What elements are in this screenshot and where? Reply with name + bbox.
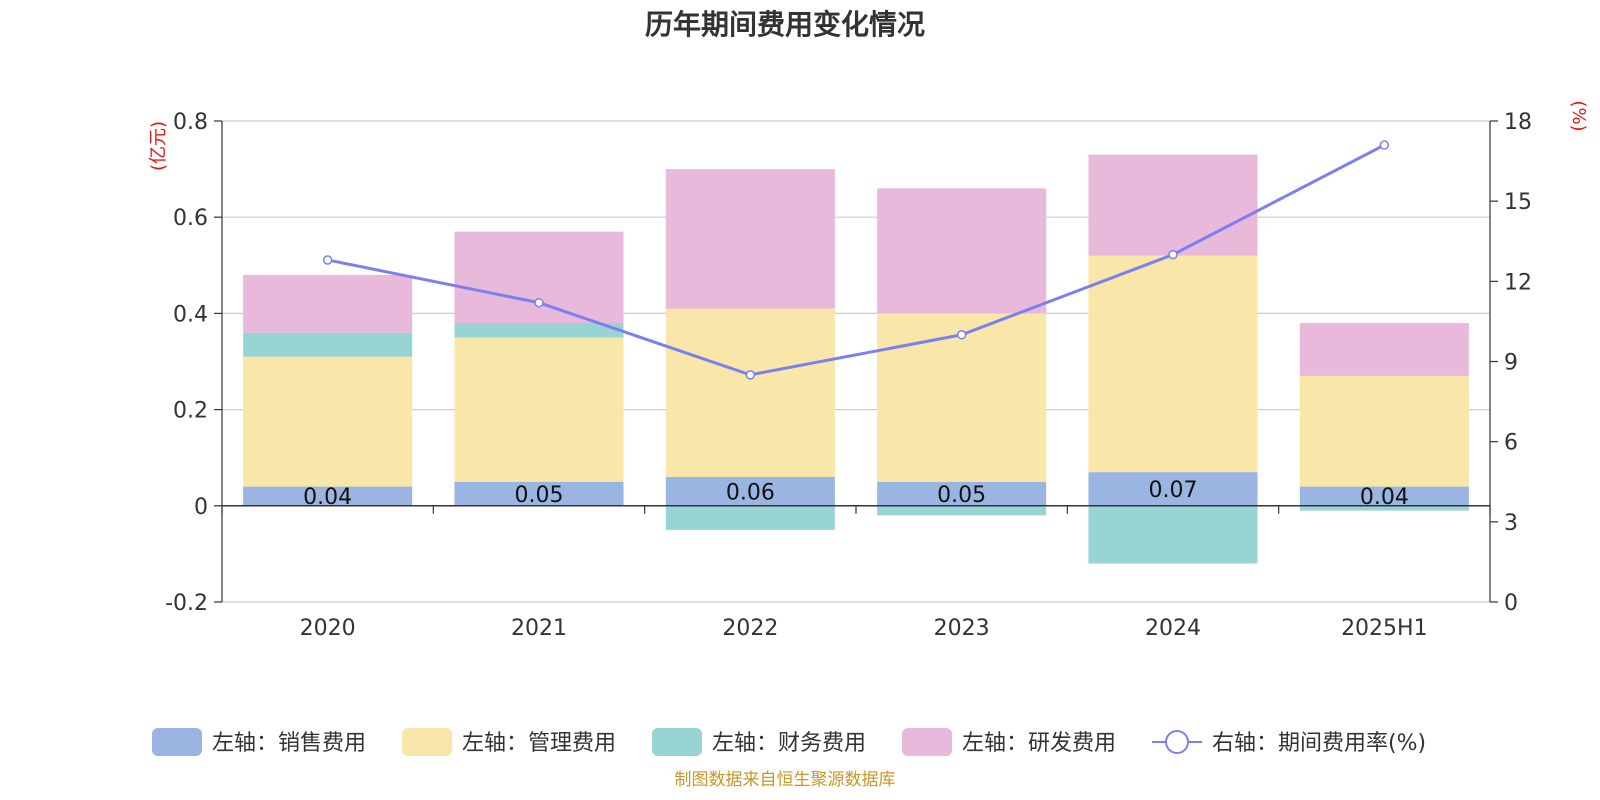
- bar-value-label: 0.04: [1360, 485, 1409, 510]
- bar-segment: [665, 476, 835, 506]
- bar-segment: [1299, 375, 1469, 487]
- left-axis-tick-label: -0.2: [165, 591, 208, 616]
- bar-segment: [1088, 154, 1258, 256]
- left-axis-tick-label: 0.6: [173, 206, 208, 231]
- legend-swatch: [902, 728, 952, 756]
- left-axis-tick-label: 0.4: [173, 302, 208, 327]
- chart-title: 历年期间费用变化情况: [645, 8, 925, 41]
- rate-point: [322, 255, 333, 265]
- x-axis-tick-label: 2021: [511, 616, 567, 641]
- bar-segment: [665, 505, 835, 530]
- bar-segment: [877, 313, 1047, 482]
- legend-label: 左轴：财务费用: [712, 731, 866, 756]
- bar-segment: [665, 308, 835, 477]
- legend-label: 左轴：研发费用: [962, 731, 1116, 756]
- rate-point: [956, 330, 967, 340]
- bar-value-label: 0.06: [726, 480, 775, 505]
- bar-segment: [1088, 505, 1258, 564]
- x-axis-tick-label: 2022: [722, 616, 778, 641]
- rate-point: [534, 297, 544, 308]
- legend-swatch: [402, 728, 452, 756]
- bar-segment: [243, 332, 413, 357]
- bar-labels: 0.04 0.05 0.06 0.05 0.07 0.04: [303, 478, 1409, 510]
- right-axis-tick-label: 0: [1504, 591, 1518, 616]
- bar-segment: [243, 356, 413, 487]
- bar-segment: [877, 505, 1047, 516]
- x-axis-tick-label: 2024: [1145, 616, 1201, 641]
- x-axis-tick-label: 2025H1: [1341, 616, 1428, 641]
- bar-segment: [454, 323, 624, 338]
- right-axis-tick-label: 12: [1504, 270, 1532, 295]
- legend: 左轴：销售费用 左轴：管理费用 左轴：财务费用 左轴：研发费用 右轴：期间费用率(%): [152, 728, 1426, 756]
- source-note: 制图数据来自恒生聚源数据库: [675, 770, 896, 790]
- bar-segment: [665, 169, 835, 309]
- bar-segment: [1088, 472, 1258, 506]
- rate-line-series: [322, 140, 1390, 380]
- rate-line: [327, 143, 1386, 377]
- bar-segment: [454, 481, 624, 506]
- bar-segment: [877, 188, 1047, 314]
- rate-point: [1168, 249, 1178, 260]
- right-axis-tick-label: 6: [1504, 431, 1518, 456]
- legend-label: 右轴：期间费用率(%): [1212, 731, 1426, 756]
- legend-swatch: [152, 728, 202, 756]
- rate-point: [745, 370, 756, 380]
- rate-point: [1379, 140, 1390, 150]
- right-axis-tick-label: 18: [1504, 110, 1532, 135]
- bar-segment: [1299, 486, 1469, 506]
- grid-lines: [222, 120, 1490, 603]
- legend-marker: [1165, 730, 1189, 754]
- bar-segment: [877, 481, 1047, 506]
- left-axis-tick-label: 0.2: [173, 399, 208, 424]
- right-axis-tick-label: 3: [1504, 511, 1518, 536]
- legend-label: 左轴：管理费用: [462, 731, 616, 756]
- left-axis-tick-label: 0.8: [173, 110, 208, 135]
- bar-value-label: 0.07: [1149, 478, 1198, 503]
- left-axis-tick-label: 0: [194, 495, 208, 520]
- right-axis-tick-label: 9: [1504, 351, 1518, 376]
- bar-value-label: 0.05: [937, 483, 986, 508]
- right-axis-tick-label: 15: [1504, 190, 1532, 215]
- bar-segment: [1299, 505, 1469, 511]
- bar-value-label: 0.04: [303, 485, 352, 510]
- bar-value-label: 0.05: [515, 483, 564, 508]
- bar-segment: [243, 486, 413, 506]
- legend-label: 左轴：销售费用: [212, 731, 366, 756]
- x-axis-tick-label: 2023: [934, 616, 990, 641]
- x-axis-tick-label: 2020: [300, 616, 356, 641]
- left-axis-unit: (亿元): [148, 121, 169, 171]
- bar-segment: [243, 274, 413, 333]
- right-axis-unit: (%): [1568, 100, 1589, 131]
- bar-segment: [1299, 323, 1469, 376]
- legend-swatch: [652, 728, 702, 756]
- bar-series: [243, 154, 1469, 564]
- bar-segment: [454, 231, 624, 324]
- axes: -0.2 0 0.2 0.4 0.6 0.8 0 3 6 9 12 15 18 2020 2021 2022 2…: [165, 110, 1532, 641]
- bar-segment: [1088, 255, 1258, 473]
- bar-segment: [454, 337, 624, 482]
